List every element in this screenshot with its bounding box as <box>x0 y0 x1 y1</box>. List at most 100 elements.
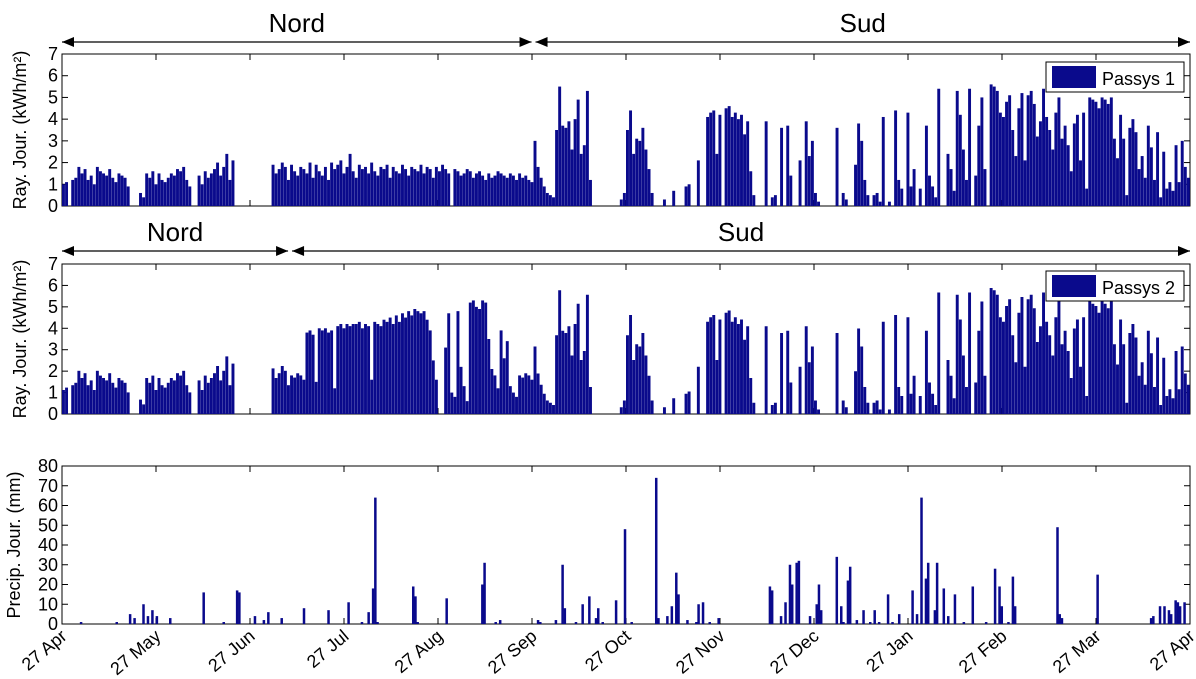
bar <box>570 355 574 414</box>
bar <box>1177 389 1181 414</box>
bar <box>701 602 705 624</box>
bar <box>706 116 710 206</box>
bar <box>1054 112 1058 206</box>
bar <box>428 330 432 414</box>
bar <box>662 407 666 414</box>
bar <box>897 387 901 414</box>
bar <box>474 173 478 206</box>
bar <box>527 179 531 206</box>
bar <box>139 399 142 414</box>
bar <box>283 370 287 414</box>
bar <box>1005 101 1009 206</box>
bar <box>635 344 639 414</box>
bar <box>718 114 722 206</box>
bar <box>1060 138 1064 206</box>
bar <box>915 614 919 624</box>
bar <box>1112 344 1116 414</box>
bar <box>928 175 931 206</box>
bar <box>120 175 124 206</box>
bar <box>494 622 497 624</box>
bar <box>145 173 149 206</box>
bar <box>213 169 216 206</box>
bar <box>1122 344 1126 414</box>
bar <box>139 192 142 206</box>
bar <box>992 86 996 206</box>
bar <box>573 119 577 206</box>
bar <box>527 375 531 414</box>
y-tick-label: 5 <box>48 297 58 317</box>
y-tick-label: 6 <box>48 66 58 86</box>
bar <box>768 586 772 624</box>
bar <box>502 358 506 414</box>
bar <box>1056 527 1059 624</box>
bar <box>567 121 571 206</box>
bar <box>148 382 152 414</box>
bar <box>574 622 578 624</box>
bar <box>404 317 408 414</box>
bar <box>376 622 379 624</box>
y-tick-label: 0 <box>48 196 58 216</box>
bar <box>841 192 845 206</box>
bar <box>977 125 981 206</box>
bar <box>1023 160 1027 206</box>
bar <box>411 586 415 624</box>
bar <box>487 339 491 414</box>
bar <box>780 333 784 414</box>
bar <box>1169 614 1173 624</box>
legend-label: Passys 1 <box>1102 69 1175 89</box>
bar <box>169 618 172 624</box>
bar <box>394 315 398 414</box>
bar <box>937 88 941 206</box>
bar <box>934 405 938 414</box>
bar <box>931 186 935 206</box>
bar <box>974 175 978 206</box>
bar <box>373 321 377 414</box>
bar <box>854 371 857 414</box>
bar <box>1032 308 1036 414</box>
bar <box>71 179 75 206</box>
bar <box>533 346 537 414</box>
bar <box>490 369 494 414</box>
bar <box>185 385 189 414</box>
bar <box>462 173 466 206</box>
bar <box>286 179 290 206</box>
bar <box>327 179 330 206</box>
bar <box>552 405 555 414</box>
bar <box>804 326 808 414</box>
bar <box>179 171 183 206</box>
bar <box>172 380 176 414</box>
bar <box>561 564 564 624</box>
bar <box>906 317 910 414</box>
bar <box>563 608 567 624</box>
bar <box>891 622 894 624</box>
bar <box>1088 301 1092 414</box>
bar <box>815 604 818 624</box>
bar <box>817 584 821 624</box>
bar <box>542 186 546 206</box>
bar <box>188 392 192 414</box>
bar <box>339 160 343 206</box>
bar <box>585 90 589 206</box>
bar <box>200 390 204 414</box>
bar <box>1168 182 1172 206</box>
bar <box>808 616 812 624</box>
bar <box>280 618 283 624</box>
x-tick-label: 27 Mar <box>1049 626 1105 677</box>
x-tick-label: 27 Apr <box>18 626 71 675</box>
bar <box>114 182 118 206</box>
bar <box>1079 366 1082 414</box>
bar <box>271 164 275 206</box>
bar <box>764 326 768 414</box>
bar <box>807 156 811 206</box>
bar <box>1176 602 1180 624</box>
bar <box>638 140 642 206</box>
bar <box>965 179 968 206</box>
bar <box>1002 321 1005 414</box>
bar <box>95 370 99 414</box>
bar <box>166 177 170 206</box>
bar <box>1020 297 1024 414</box>
bar <box>1165 188 1169 206</box>
bar <box>1146 125 1150 206</box>
bar <box>1011 335 1015 414</box>
bar <box>1060 618 1064 624</box>
